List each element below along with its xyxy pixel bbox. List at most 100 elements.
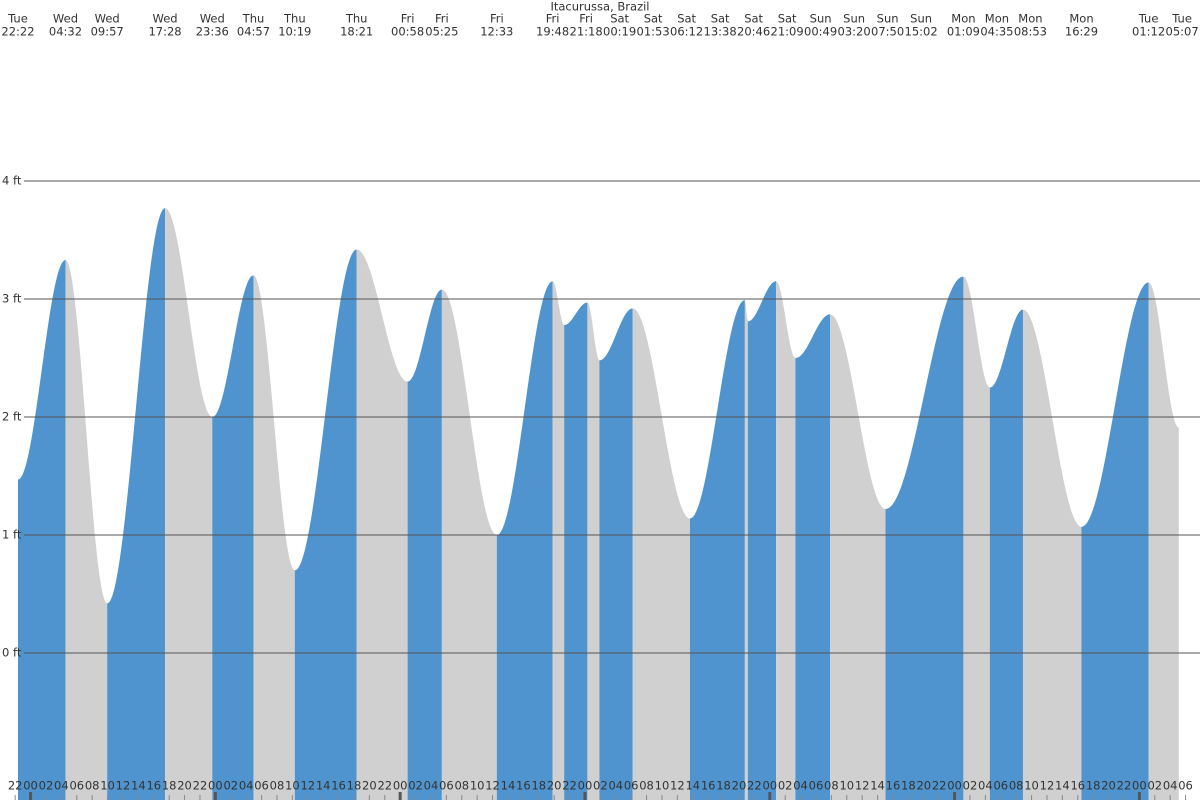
x-tick-label: 04: [608, 779, 623, 793]
falling-area: [356, 249, 408, 800]
event-day: Sat: [744, 12, 763, 26]
x-tick-label: 18: [531, 779, 546, 793]
event-day: Thu: [242, 12, 265, 26]
event-time: 22:22: [1, 25, 34, 39]
y-tick-label: 0 ft: [2, 645, 22, 659]
event-day: Sat: [711, 12, 730, 26]
event-day: Wed: [95, 12, 120, 26]
event-day: Tue: [7, 12, 28, 26]
x-tick-label: 22: [747, 779, 762, 793]
x-tick-label: 04: [978, 779, 993, 793]
x-tick-label: 00: [208, 779, 223, 793]
x-tick-label: 08: [1009, 779, 1024, 793]
x-tick-label: 22: [1117, 779, 1132, 793]
x-tick-label: 22: [932, 779, 947, 793]
x-tick-label: 06: [809, 779, 824, 793]
x-tick-label: 04: [54, 779, 69, 793]
event-time: 06:12: [670, 25, 703, 39]
x-tick-label: 02: [223, 779, 238, 793]
x-tick-label: 02: [39, 779, 54, 793]
x-tick-label: 10: [285, 779, 300, 793]
rising-area: [689, 300, 745, 800]
x-tick-label: 00: [393, 779, 408, 793]
falling-area: [830, 314, 886, 800]
event-time: 23:36: [196, 25, 229, 39]
event-time: 00:58: [391, 25, 424, 39]
event-time: 10:19: [278, 25, 311, 39]
event-day: Thu: [345, 12, 368, 26]
event-time: 04:32: [49, 25, 82, 39]
falling-area: [253, 275, 295, 800]
event-day: Sat: [610, 12, 629, 26]
rising-area: [294, 249, 357, 800]
x-tick-label: 10: [839, 779, 854, 793]
x-tick-label: 06: [624, 779, 639, 793]
x-tick-label: 06: [1178, 779, 1193, 793]
event-time: 01:53: [637, 25, 670, 39]
x-tick-label: 12: [485, 779, 500, 793]
x-tick-label: 10: [100, 779, 115, 793]
y-tick-label: 3 ft: [2, 291, 22, 305]
event-time: 17:28: [148, 25, 181, 39]
event-day: Sun: [910, 12, 932, 26]
event-day: Fri: [546, 12, 560, 26]
x-tick-label: 18: [901, 779, 916, 793]
x-tick-label: 16: [886, 779, 901, 793]
event-time: 09:57: [91, 25, 124, 39]
x-tick-label: 22: [8, 779, 23, 793]
falling-area: [441, 289, 497, 800]
event-time: 21:09: [771, 25, 804, 39]
x-tick-label: 16: [146, 779, 161, 793]
x-tick-label: 08: [454, 779, 469, 793]
x-tick-label: 02: [408, 779, 423, 793]
event-time: 12:33: [480, 25, 513, 39]
event-time: 05:25: [425, 25, 458, 39]
event-time: 07:50: [871, 25, 904, 39]
rising-area: [107, 208, 166, 800]
event-day: Wed: [153, 12, 178, 26]
event-day: Sat: [677, 12, 696, 26]
event-day: Sun: [810, 12, 832, 26]
x-tick-label: 12: [670, 779, 685, 793]
x-tick-label: 18: [1086, 779, 1101, 793]
event-day: Fri: [401, 12, 415, 26]
x-tick-label: 08: [85, 779, 100, 793]
x-tick-label: 18: [716, 779, 731, 793]
event-day: Mon: [951, 12, 975, 26]
x-tick-label: 04: [1163, 779, 1178, 793]
event-time: 19:48: [536, 25, 569, 39]
x-tick-label: 08: [270, 779, 285, 793]
x-tick-label: 16: [1070, 779, 1085, 793]
rising-area: [795, 314, 831, 800]
rising-area: [564, 302, 588, 800]
x-tick-label: 20: [1101, 779, 1116, 793]
x-tick-label: 16: [516, 779, 531, 793]
event-time: 04:57: [237, 25, 270, 39]
event-time: 08:53: [1014, 25, 1047, 39]
x-tick-label: 12: [116, 779, 131, 793]
falling-area: [587, 302, 600, 800]
event-day: Fri: [490, 12, 504, 26]
x-tick-label: 12: [300, 779, 315, 793]
x-tick-label: 18: [162, 779, 177, 793]
event-day: Fri: [435, 12, 449, 26]
rising-area: [599, 308, 633, 800]
x-tick-label: 06: [993, 779, 1008, 793]
falling-area: [1148, 282, 1179, 800]
y-tick-label: 4 ft: [2, 174, 22, 188]
x-tick-label: 02: [778, 779, 793, 793]
chart-title: Itacurussa, Brazil: [550, 0, 649, 14]
x-tick-label: 14: [131, 779, 146, 793]
x-tick-label: 20: [177, 779, 192, 793]
event-day: Mon: [1069, 12, 1093, 26]
event-time: 01:12: [1132, 25, 1165, 39]
event-day: Sun: [843, 12, 865, 26]
rising-area: [989, 309, 1023, 800]
x-tick-label: 06: [439, 779, 454, 793]
x-tick-label: 10: [655, 779, 670, 793]
rising-area: [1081, 282, 1149, 800]
x-tick-label: 00: [947, 779, 962, 793]
x-tick-label: 16: [331, 779, 346, 793]
event-time: 01:09: [947, 25, 980, 39]
x-tick-label: 00: [762, 779, 777, 793]
